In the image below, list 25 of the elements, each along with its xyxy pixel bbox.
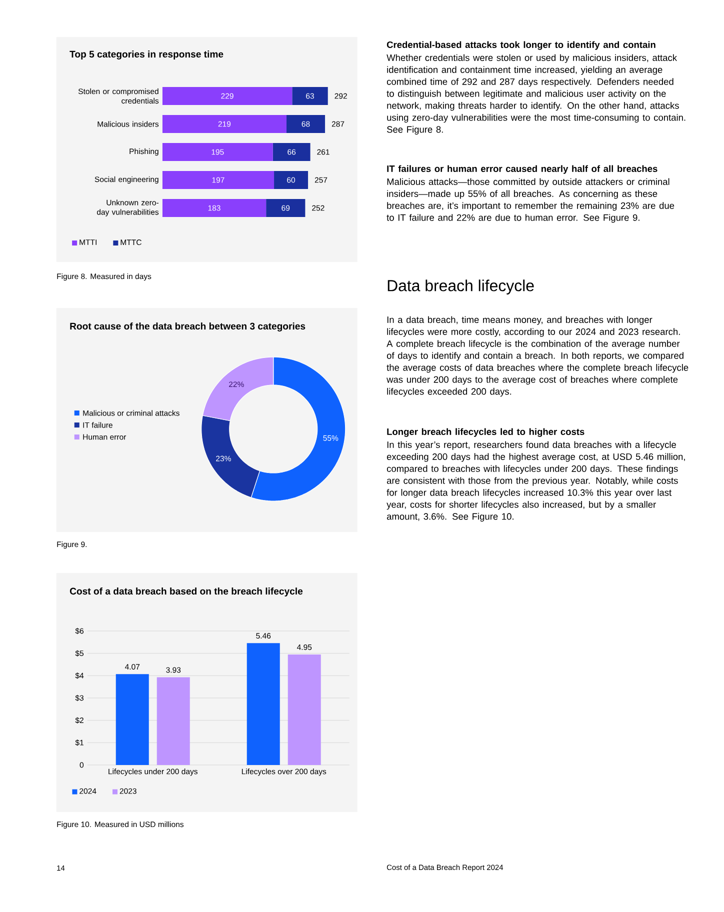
text: Whether credentials were stolen or used by malicious insiders, attack identification and containment time increased, yielding an average combined time of 292 and 287 days respectively. Defenders needed to distinguish between legitimate and malicious user activity on the network, making threats harder to identify. On the other hand, attacks using zero-day vulnerabilities were the most time-consuming to contain. See Figure 8.: [386, 54, 686, 135]
text: In this year’s report, researchers found data breaches with a lifecycle exceeding 200 days had the highest average cost, at USD 5.46 million, compared to breaches with lifecycles under 200 days. These findings are consistent with those from the previous year. Notably, while costs for longer data breach lifecycles increased 10.3% this year over last year, costs for shorter lifecycles also increased, but by a smaller amount, 3.6%. See Figure 10.: [386, 441, 685, 522]
bar: [266, 199, 306, 217]
text: Longer breach lifecycles led to higher costs: [387, 428, 584, 437]
text: In a data breach, time means money, and breaches with longer lifecycles were more costly, according to our 2024 and 2023 research. A complete breach lifecycle is the combination of the average number of days to identify and contain a breach. In both reports, we compared the average costs of data breaches where the complete breach lifecycle was under 200 days to the average cost of breaches where complete lifecycles exceeded 200 days.: [386, 316, 688, 397]
chart-title: Top 5 categories in response time: [69, 50, 223, 60]
text: Malicious attacks—those committed by outside attackers or criminal insiders—made up 55% of all breaches. As concerning as these breaches are, it’s important to remember the remaining 23% are due to IT failure and 22% are due to human error. See Figure 9.: [386, 178, 674, 223]
bar: [274, 171, 308, 189]
chart-title: Root cause of the data breach between 3 categories: [70, 322, 305, 332]
bar: [116, 674, 149, 766]
bar: [156, 677, 190, 766]
text: Data breach lifecycle: [388, 280, 534, 294]
bar: [162, 199, 266, 217]
chart-title: Cost of a data breach based on the breach lifecycle: [70, 588, 302, 596]
bar: [286, 115, 325, 133]
text: IT failures or human error caused nearly half of all breaches: [387, 165, 658, 174]
bar: [162, 171, 274, 189]
bar: [272, 143, 310, 161]
bar: [162, 143, 273, 161]
bar: [292, 87, 328, 106]
bar: [288, 654, 321, 766]
bar: [246, 643, 280, 766]
bar: [162, 115, 286, 133]
text: Credential-based attacks took longer to identify and contain: [386, 41, 656, 50]
bar: [162, 87, 292, 106]
